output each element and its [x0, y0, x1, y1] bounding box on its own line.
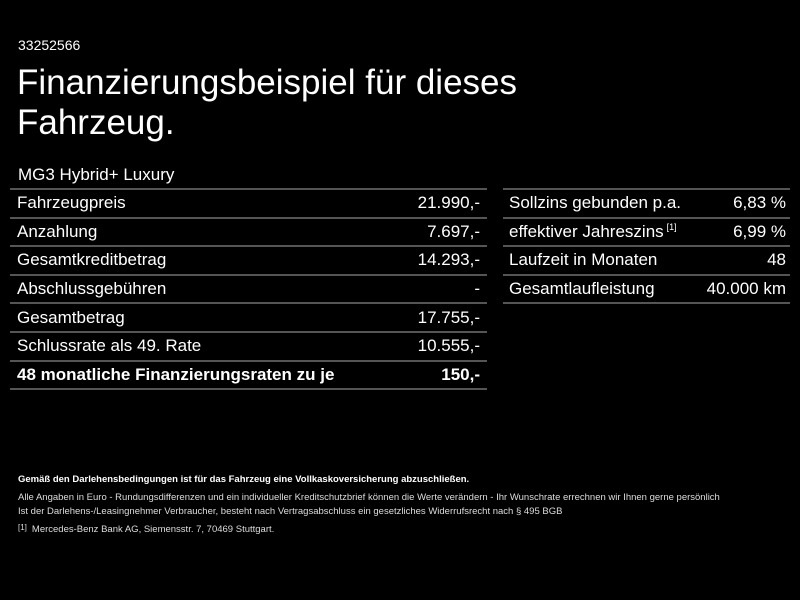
table-row: Laufzeit in Monaten 48	[503, 247, 790, 276]
row-label: Laufzeit in Monaten	[509, 250, 658, 270]
row-value: 6,99 %	[733, 221, 786, 241]
row-value: 17.755,-	[417, 307, 480, 327]
insurance-note: Gemäß den Darlehensbedingungen ist für d…	[18, 474, 470, 485]
row-value: 48	[767, 250, 786, 270]
table-row: Gesamtlaufleistung 40.000 km	[503, 276, 790, 305]
withdrawal-note: Ist der Darlehens-/Leasingnehmer Verbrau…	[18, 506, 563, 517]
row-value: 21.990,-	[417, 193, 480, 213]
financing-table: Fahrzeugpreis 21.990,- Anzahlung 7.697,-…	[10, 188, 487, 391]
row-value: 40.000 km	[706, 279, 786, 299]
footnote-ref: [1]	[666, 221, 677, 232]
table-row: Abschlussgebühren -	[10, 276, 487, 305]
table-row: Gesamtbetrag 17.755,-	[10, 304, 487, 333]
row-value: 10.555,-	[417, 336, 480, 356]
row-label: 48 monatliche Finanzierungsraten zu je	[17, 364, 335, 384]
row-value: 6,83 %	[733, 193, 786, 213]
table-row: Schlussrate als 49. Rate 10.555,-	[10, 333, 487, 362]
row-value: -	[474, 279, 480, 299]
vehicle-id: 33252566	[18, 37, 81, 53]
vehicle-model: MG3 Hybrid+ Luxury	[18, 165, 175, 184]
footnote-mark: [1]	[18, 523, 27, 532]
disclaimer-line: Alle Angaben in Euro - Rundungsdifferenz…	[18, 492, 720, 503]
monthly-rate-row: 48 monatliche Finanzierungsraten zu je 1…	[10, 362, 487, 391]
row-label: Gesamtbetrag	[17, 307, 125, 327]
row-label: Fahrzeugpreis	[17, 193, 126, 213]
interest-table: Sollzins gebunden p.a. 6,83 % effektiver…	[503, 188, 790, 305]
row-label-group: effektiver Jahreszins [1]	[509, 222, 677, 242]
table-row: Fahrzeugpreis 21.990,-	[10, 190, 487, 219]
row-value: 150,-	[441, 364, 480, 384]
row-label: Gesamtlaufleistung	[509, 279, 655, 299]
row-value: 14.293,-	[417, 250, 480, 270]
page-title: Finanzierungsbeispiel für dieses Fahrzeu…	[17, 63, 517, 142]
table-row: Anzahlung 7.697,-	[10, 219, 487, 248]
legal-notes: Gemäß den Darlehensbedingungen ist für d…	[18, 474, 798, 535]
row-label: Gesamtkreditbetrag	[17, 250, 167, 270]
row-label: Anzahlung	[17, 221, 98, 241]
footnote-text: Mercedes-Benz Bank AG, Siemensstr. 7, 70…	[31, 524, 275, 535]
table-row: Sollzins gebunden p.a. 6,83 %	[503, 190, 790, 219]
row-label: Schlussrate als 49. Rate	[17, 336, 202, 356]
row-value: 7.697,-	[427, 221, 480, 241]
row-label: Sollzins gebunden p.a.	[509, 193, 682, 213]
row-label: effektiver Jahreszins	[509, 221, 664, 241]
row-label: Abschlussgebühren	[17, 279, 167, 299]
footnote: [1] Mercedes-Benz Bank AG, Siemensstr. 7,…	[18, 523, 798, 535]
table-row: Gesamtkreditbetrag 14.293,-	[10, 247, 487, 276]
table-row: effektiver Jahreszins [1] 6,99 %	[503, 219, 790, 248]
